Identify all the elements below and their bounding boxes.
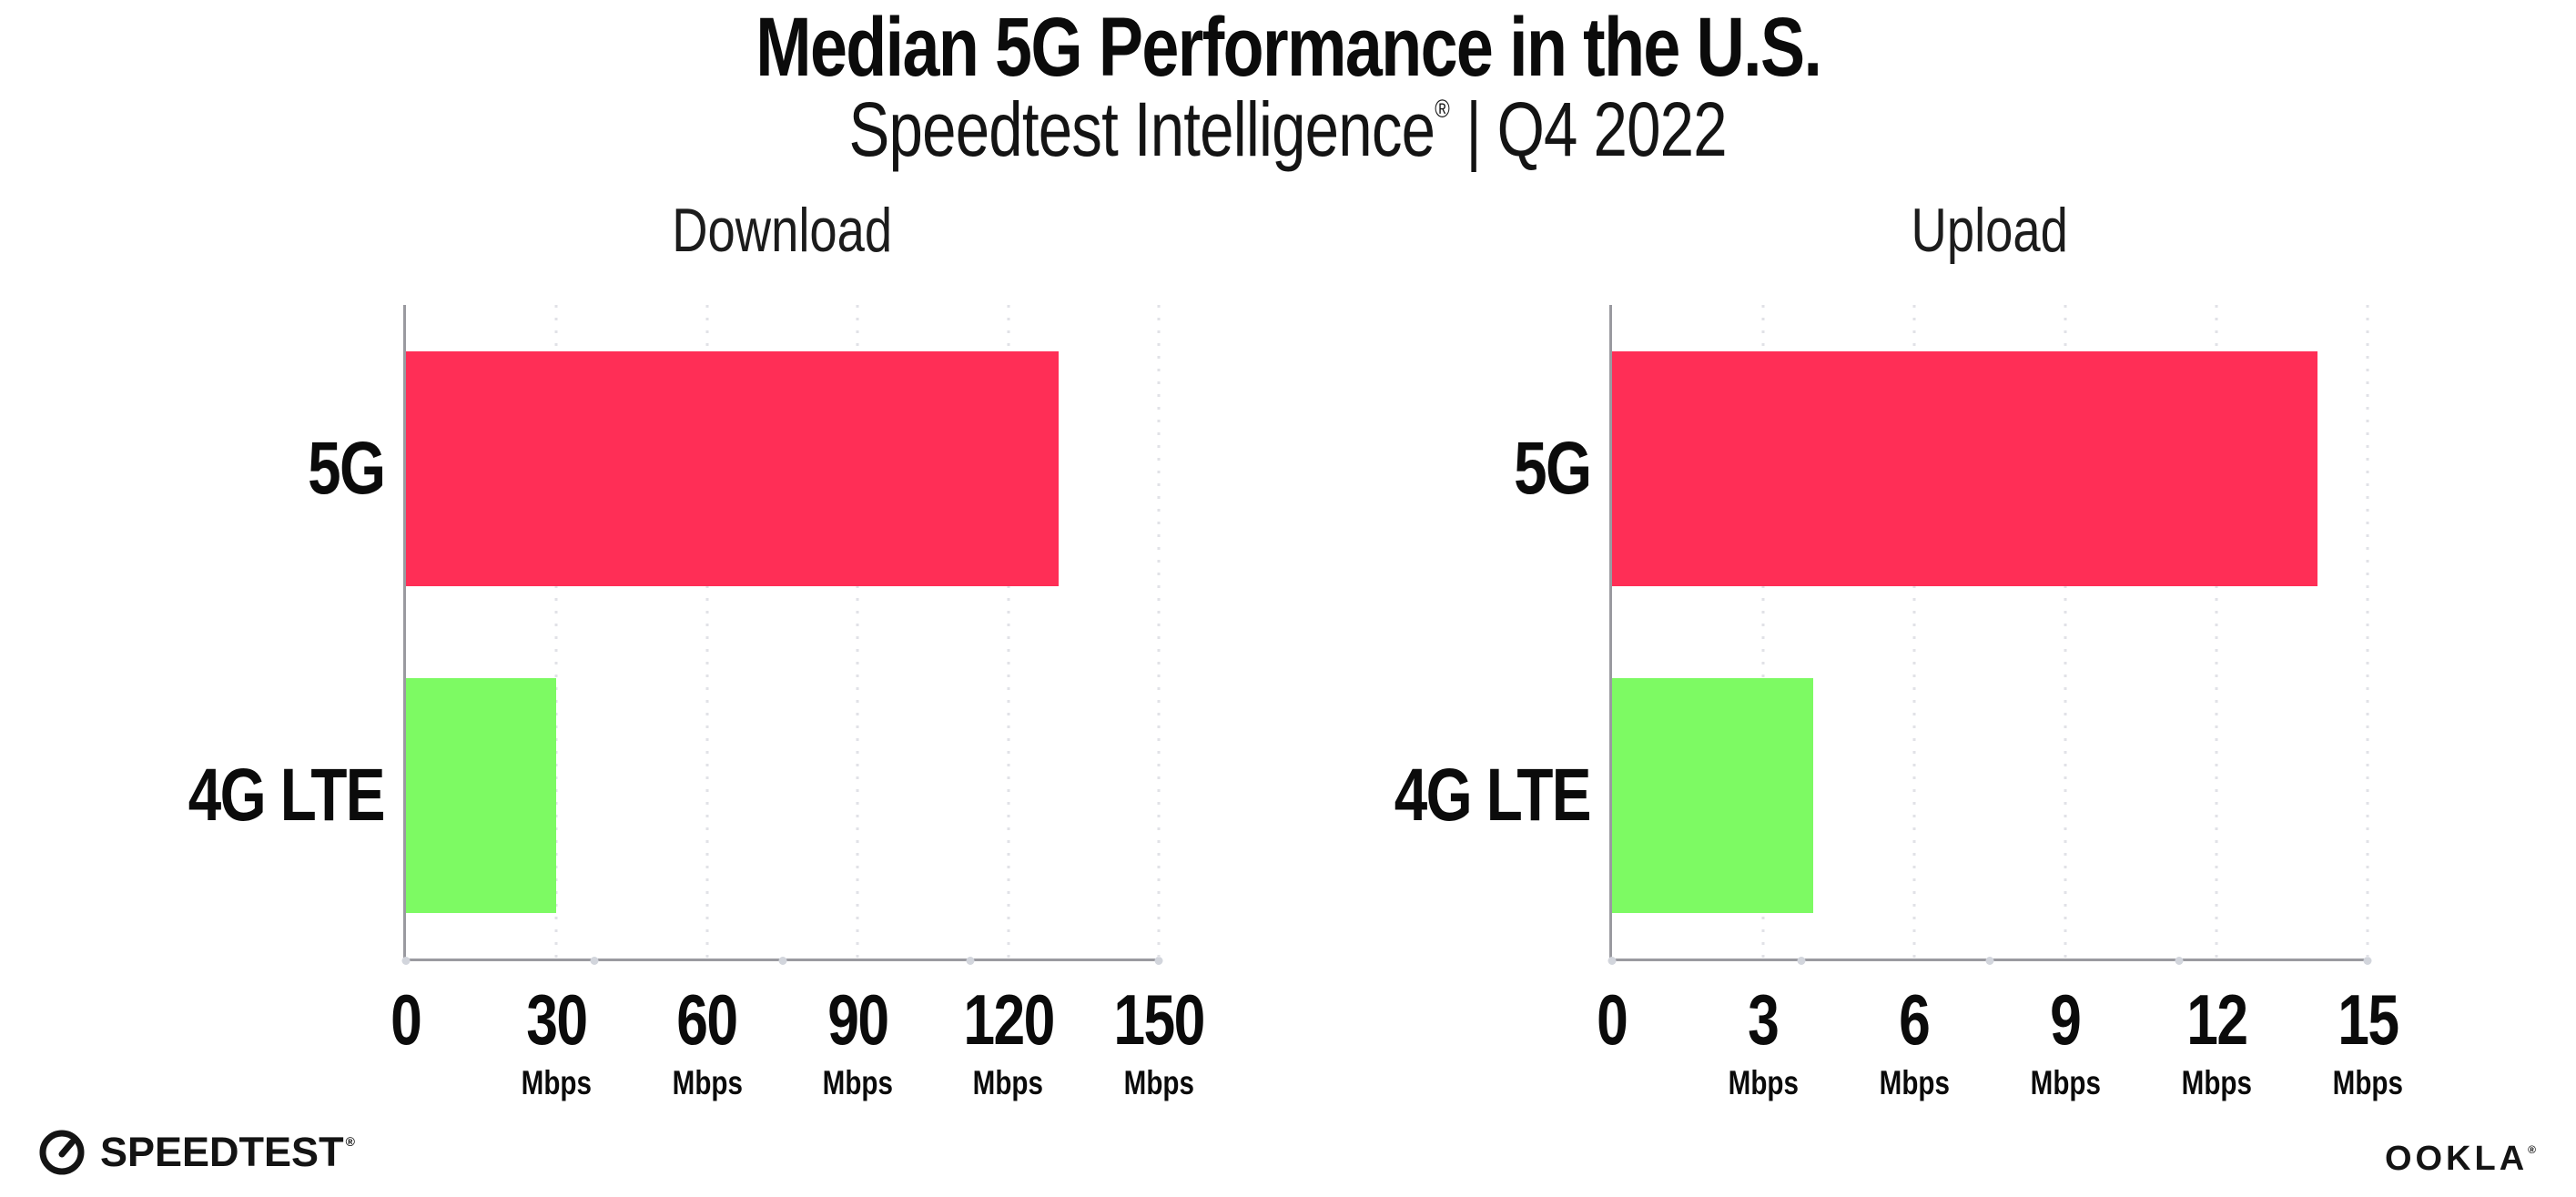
gridline-15 bbox=[2366, 305, 2369, 959]
page-subtitle-text: Speedtest Intelligence® | Q4 2022 bbox=[849, 91, 1728, 167]
x-tick-label-text: 0 bbox=[390, 979, 422, 1060]
ookla-wordmark: OOKLA® bbox=[2385, 1140, 2536, 1179]
x-tick-label-text: 150 bbox=[1113, 979, 1205, 1060]
download-chart-plot-area: Download 5G 4G LTE 0 30 Mbps 60 Mbps 90 Mbps 120 M… bbox=[188, 199, 1205, 1100]
bar-5g bbox=[1612, 350, 2317, 586]
page-title-text: Median 5G Performance in the U.S. bbox=[755, 1, 1822, 94]
registered-mark: ® bbox=[1435, 95, 1451, 123]
ookla-logo: OOKLA® bbox=[2385, 1140, 2536, 1179]
axis-tick-dot bbox=[1607, 957, 1617, 965]
y-axis-label-text: 4G LTE bbox=[1394, 753, 1592, 837]
bar-4g-lte bbox=[1612, 677, 1814, 913]
x-tick-unit-text: Mbps bbox=[2181, 1064, 2252, 1101]
y-axis-label-text: 5G bbox=[1513, 426, 1592, 510]
x-tick-label-text: 12 bbox=[2186, 979, 2248, 1060]
x-tick-unit-text: Mbps bbox=[2332, 1064, 2403, 1101]
x-tick-label-text: 60 bbox=[676, 979, 739, 1060]
x-tick-unit-text: Mbps bbox=[972, 1064, 1044, 1101]
axis-tick-dot bbox=[966, 957, 975, 965]
speedtest-logo: SPEEDTEST ® bbox=[38, 1129, 355, 1176]
y-axis-label-text: 5G bbox=[307, 426, 386, 510]
subtitle-separator: | bbox=[1465, 86, 1482, 172]
x-tick-label-text: 3 bbox=[1748, 979, 1780, 1060]
gridline-12 bbox=[2215, 305, 2218, 959]
x-tick-unit-text: Mbps bbox=[521, 1064, 593, 1101]
x-tick-label-text: 6 bbox=[1899, 979, 1931, 1060]
x-tick-label-text: 0 bbox=[1597, 979, 1628, 1060]
gauge-icon bbox=[39, 1130, 85, 1175]
gridline-6 bbox=[1912, 305, 1916, 959]
gridline-120 bbox=[1007, 305, 1010, 959]
speedtest-wordmark: SPEEDTEST ® bbox=[100, 1129, 355, 1176]
bar-4g-lte bbox=[406, 677, 557, 913]
gridline-9 bbox=[2064, 305, 2067, 959]
page-subtitle: Speedtest Intelligence® | Q4 2022 bbox=[0, 91, 2576, 167]
y-axis-label-text: 4G LTE bbox=[188, 753, 386, 837]
x-tick-unit-text: Mbps bbox=[1123, 1064, 1194, 1101]
axis-tick-dot bbox=[1985, 957, 1994, 965]
x-tick-label-text: 90 bbox=[827, 979, 889, 1060]
axis-tick-dot bbox=[590, 957, 599, 965]
axis-tick-dot bbox=[401, 957, 411, 965]
axis-tick-dot bbox=[778, 957, 786, 965]
upload-chart-plot-area: Upload 5G 4G LTE 0 3 Mbps 6 Mbps 9 Mbps 12 Mbps 15 M… bbox=[1394, 199, 2403, 1100]
x-tick-label-text: 15 bbox=[2337, 979, 2399, 1060]
upload-chart-title: Upload bbox=[1911, 196, 2069, 265]
axis-tick-dot bbox=[1797, 957, 1805, 965]
axis-tick-dot bbox=[2363, 957, 2372, 965]
speedtest-wordmark-text: SPEEDTEST bbox=[100, 1129, 344, 1175]
axis-tick-dot bbox=[2175, 957, 2183, 965]
subtitle-product: Speedtest Intelligence bbox=[848, 86, 1435, 172]
x-tick-unit-text: Mbps bbox=[1879, 1064, 1950, 1101]
subtitle-period: Q4 2022 bbox=[1496, 86, 1728, 172]
gridline-90 bbox=[856, 305, 859, 959]
gridline-3 bbox=[1761, 305, 1765, 959]
x-tick-label-text: 9 bbox=[2050, 979, 2082, 1060]
ookla-registered-mark: ® bbox=[2528, 1143, 2536, 1156]
x-tick-unit-text: Mbps bbox=[1728, 1064, 1799, 1101]
ookla-wordmark-text: OOKLA bbox=[2384, 1140, 2529, 1178]
gridline-150 bbox=[1157, 305, 1161, 959]
x-tick-unit-text: Mbps bbox=[2030, 1064, 2101, 1101]
speedtest-trademark: ® bbox=[345, 1134, 355, 1149]
page-title: Median 5G Performance in the U.S. bbox=[0, 5, 2576, 89]
bar-5g bbox=[406, 350, 1059, 586]
x-tick-label-text: 30 bbox=[526, 979, 588, 1060]
gridline-30 bbox=[554, 305, 558, 959]
gridline-60 bbox=[705, 305, 709, 959]
x-tick-unit-text: Mbps bbox=[822, 1064, 893, 1101]
x-tick-unit-text: Mbps bbox=[672, 1064, 743, 1101]
download-chart-title: Download bbox=[672, 196, 893, 265]
axis-tick-dot bbox=[1154, 957, 1163, 965]
x-tick-label-text: 120 bbox=[962, 979, 1055, 1060]
